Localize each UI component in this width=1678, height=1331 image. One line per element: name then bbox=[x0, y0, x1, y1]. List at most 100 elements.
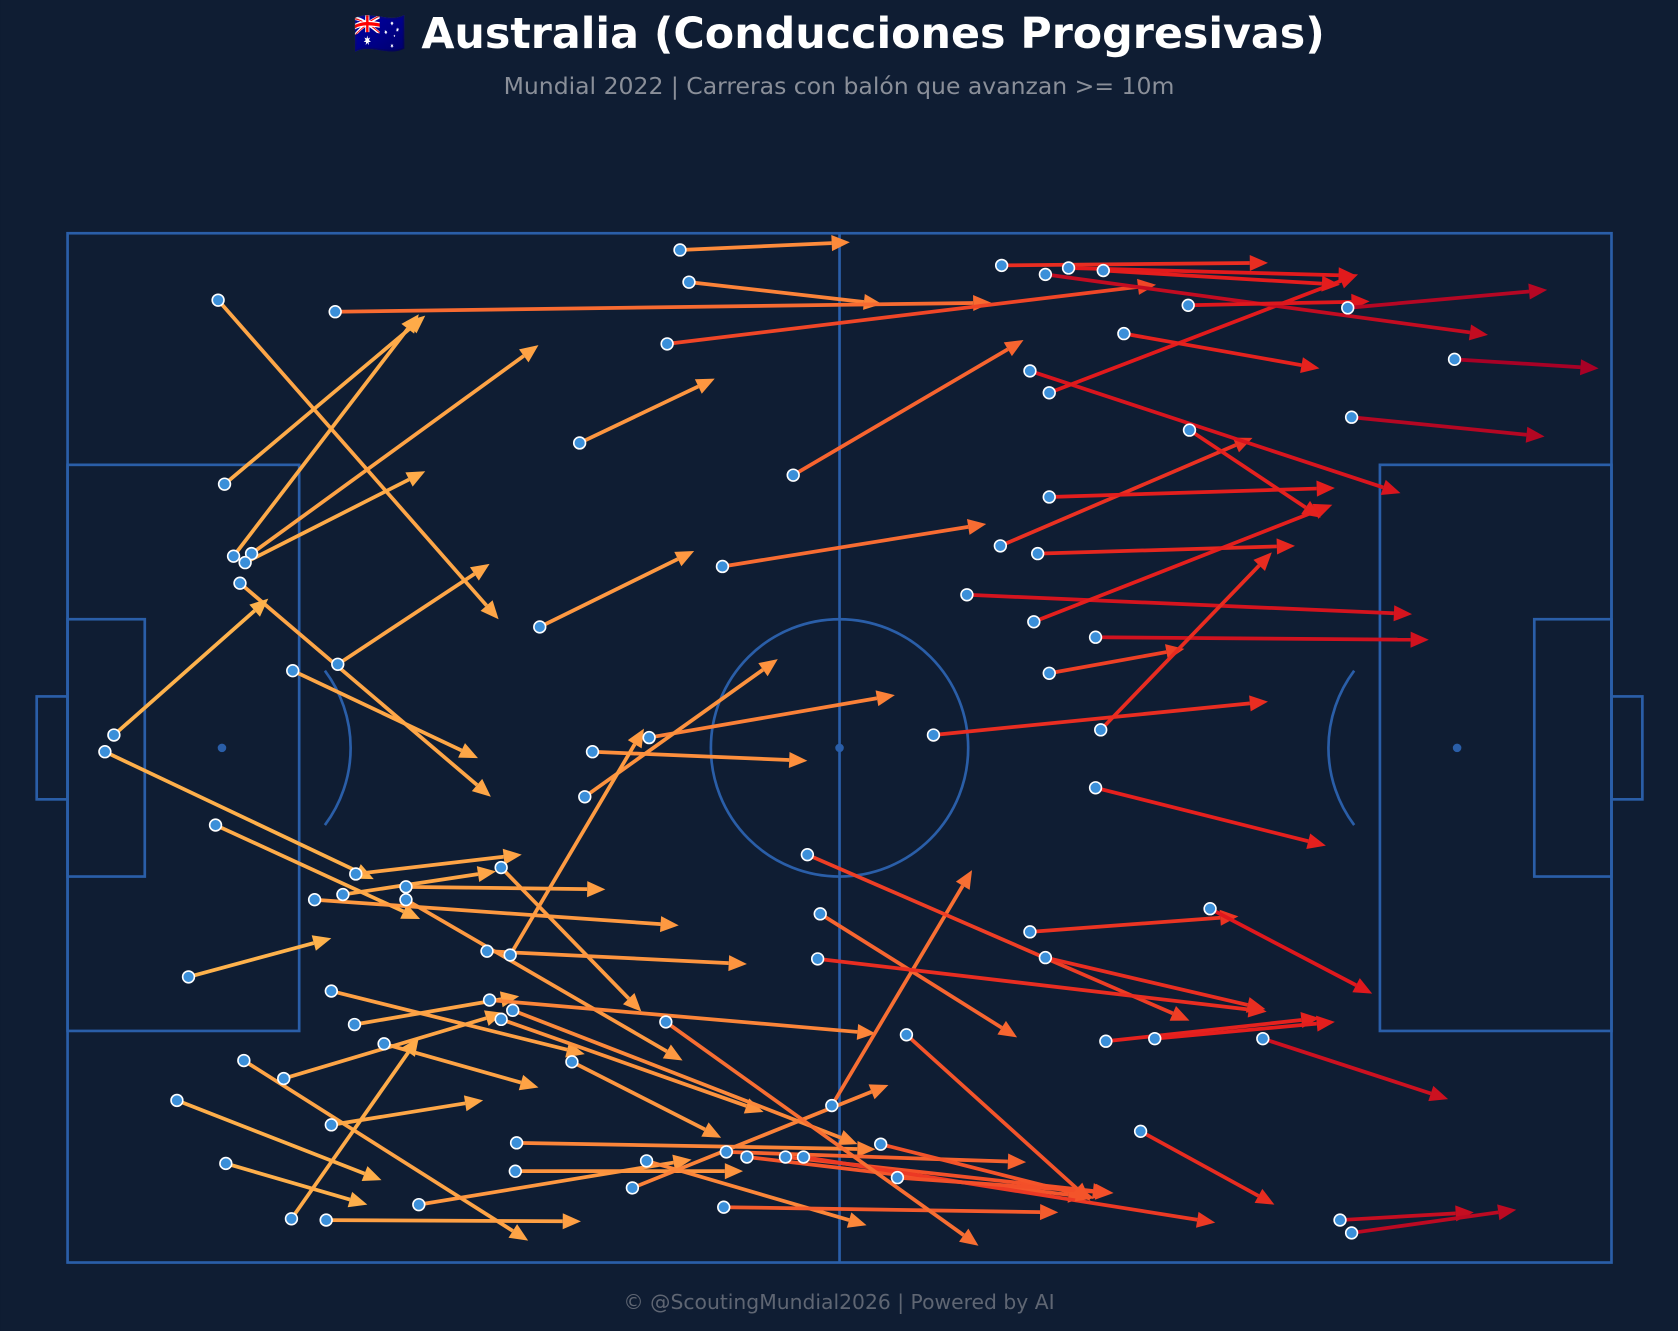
carry-starts bbox=[98, 243, 1462, 1240]
arrow-head bbox=[562, 1213, 581, 1230]
carry-arrow bbox=[1095, 635, 1411, 642]
arrow-head bbox=[249, 598, 269, 617]
carry-start bbox=[328, 305, 342, 319]
carry-start bbox=[813, 907, 827, 921]
carry-arrow bbox=[723, 1205, 1041, 1214]
carry-start bbox=[377, 1037, 391, 1051]
carry-start bbox=[1023, 925, 1037, 939]
carry-start bbox=[399, 893, 413, 907]
carry-start bbox=[825, 1098, 839, 1113]
carry-start bbox=[347, 1017, 362, 1032]
carry-start bbox=[181, 970, 196, 984]
carry-arrow bbox=[354, 997, 502, 1027]
arrow-head bbox=[508, 1224, 529, 1241]
carry-start bbox=[399, 880, 413, 894]
carry-arrow bbox=[571, 1060, 706, 1132]
arrow-head bbox=[1393, 605, 1413, 622]
carry-arrow bbox=[1209, 907, 1357, 987]
carry-arrow bbox=[405, 898, 668, 1054]
carry-start bbox=[1088, 630, 1103, 644]
carry-arrow bbox=[214, 823, 405, 914]
carry-start bbox=[480, 944, 494, 958]
carry-start bbox=[1133, 1124, 1148, 1138]
arrow-head bbox=[463, 1095, 484, 1112]
carry-arrow bbox=[244, 477, 410, 565]
carry-arrow bbox=[1154, 1021, 1317, 1041]
carry-start bbox=[349, 867, 363, 881]
arrow-head bbox=[401, 1037, 419, 1057]
carry-start bbox=[993, 539, 1008, 553]
carry-start bbox=[1333, 1213, 1347, 1227]
carry-arrow bbox=[314, 897, 661, 927]
carry-start bbox=[1042, 666, 1056, 680]
carry-arrow bbox=[1048, 279, 1342, 395]
carry-arrow bbox=[1037, 544, 1277, 556]
arrow-head bbox=[672, 1154, 692, 1171]
arrow-head bbox=[1468, 324, 1488, 341]
carry-start bbox=[585, 745, 600, 759]
arrow-head bbox=[728, 955, 747, 972]
carry-arrow bbox=[1105, 1018, 1302, 1044]
arrow-head bbox=[868, 1084, 889, 1100]
carry-arrow bbox=[679, 241, 832, 252]
carry-start bbox=[1042, 490, 1056, 504]
carry-arrow bbox=[238, 581, 479, 787]
arrow-head bbox=[471, 778, 491, 797]
carry-start bbox=[796, 1150, 811, 1164]
arrow-head bbox=[1301, 500, 1321, 518]
arrow-head bbox=[1579, 359, 1599, 376]
carry-arrow bbox=[1123, 331, 1302, 368]
carry-start bbox=[208, 818, 223, 832]
penalty-spot bbox=[1452, 743, 1462, 753]
carry-start bbox=[1182, 423, 1197, 437]
carry-start bbox=[1061, 261, 1076, 275]
carry-start bbox=[1030, 546, 1045, 561]
carry-arrow bbox=[1029, 369, 1384, 490]
arrow-head bbox=[875, 690, 895, 707]
carry-start bbox=[244, 546, 259, 561]
carry-start bbox=[233, 576, 247, 590]
carry-start bbox=[219, 1156, 233, 1171]
carry-arrow bbox=[1001, 261, 1250, 268]
carry-arrow bbox=[1347, 289, 1530, 310]
carry-arrow bbox=[830, 884, 965, 1107]
carry-arrow bbox=[508, 743, 637, 956]
carry-start bbox=[324, 1118, 339, 1132]
carry-arrow bbox=[112, 609, 256, 737]
carry-arrow bbox=[1068, 266, 1339, 278]
carry-start bbox=[625, 1181, 640, 1195]
carry-arrow bbox=[335, 301, 974, 314]
carry-arrow bbox=[648, 696, 878, 740]
centre-circle bbox=[709, 617, 970, 878]
carry-start bbox=[899, 1028, 914, 1042]
arrow-head bbox=[1071, 1182, 1091, 1201]
carry-start bbox=[170, 1093, 184, 1108]
carry-arrow bbox=[1044, 955, 1249, 1007]
carry-arrow bbox=[538, 557, 679, 629]
arrow-head bbox=[1525, 426, 1545, 443]
carry-arrow bbox=[1033, 509, 1317, 624]
carry-start bbox=[786, 468, 800, 482]
carry-start bbox=[307, 893, 322, 907]
carry-arrow bbox=[405, 884, 588, 892]
carry-arrow bbox=[726, 1150, 1008, 1164]
carry-arrow bbox=[232, 327, 410, 558]
arrow-head bbox=[837, 1130, 858, 1146]
carry-arrow bbox=[225, 1161, 351, 1202]
carry-start bbox=[1344, 410, 1359, 424]
arrow-head bbox=[1195, 1211, 1216, 1228]
carry-start bbox=[1094, 723, 1108, 737]
goal bbox=[1610, 695, 1644, 801]
arrow-head bbox=[627, 728, 644, 749]
arrow-head bbox=[311, 935, 332, 951]
carry-arrow bbox=[1339, 1211, 1456, 1222]
carry-arrow bbox=[1099, 564, 1261, 732]
arrow-head bbox=[1276, 538, 1295, 555]
arrow-head bbox=[1249, 254, 1268, 272]
chart-title: 🇦🇺 Australia (Conducciones Progresivas) bbox=[353, 9, 1325, 59]
carry-arrow bbox=[1095, 785, 1309, 844]
carry-start bbox=[810, 952, 825, 966]
carry-arrow bbox=[330, 989, 568, 1052]
carry-arrow bbox=[104, 750, 359, 874]
